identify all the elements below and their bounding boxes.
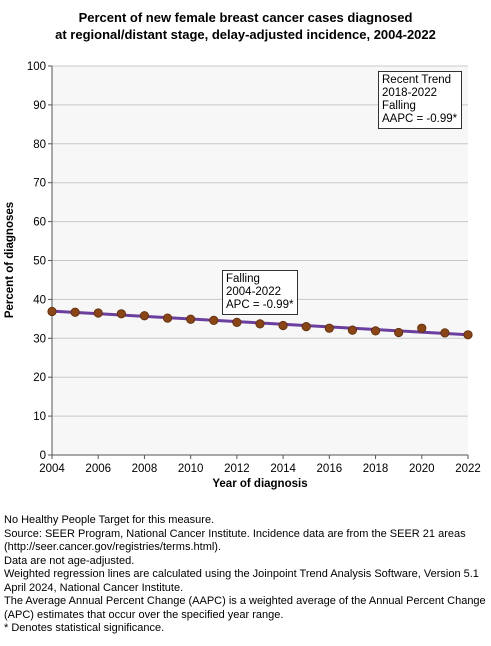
- data-point-2008[interactable]: [139, 311, 150, 321]
- x-axis-label: Year of diagnosis: [212, 478, 307, 490]
- x-tick-labels: 2004 2006 2008 2010 2012 2014 2016 2018 2020 2022: [39, 455, 481, 475]
- y-tick-label-80: 80: [33, 139, 46, 151]
- overall-trend-line-1: Falling: [226, 273, 260, 285]
- y-tick-label-10: 10: [33, 411, 46, 423]
- y-tick-label-90: 90: [33, 100, 46, 112]
- data-point-2011[interactable]: [209, 315, 219, 326]
- y-tick-label-60: 60: [33, 217, 46, 229]
- chart-title-line-1: Percent of new female breast cancer case…: [78, 10, 413, 25]
- footnote-significance: * Denotes statistical significance.: [4, 622, 165, 634]
- data-point-2014[interactable]: [278, 320, 288, 331]
- chart-title: Percent of new female breast cancer case…: [0, 9, 491, 43]
- data-point-2018[interactable]: [370, 326, 381, 336]
- x-tick-label-2018: 2018: [363, 463, 389, 475]
- footnote-regression: Weighted regression lines are calculated…: [4, 568, 479, 594]
- footnote-source: Source: SEER Program, National Cancer In…: [4, 527, 466, 554]
- data-point-2006[interactable]: [93, 308, 103, 318]
- data-point-2022[interactable]: [463, 330, 473, 340]
- y-tick-label-50: 50: [33, 256, 46, 268]
- data-point-2015[interactable]: [301, 322, 311, 332]
- footnotes: No Healthy People Target for this measur…: [4, 514, 488, 636]
- data-point-2007[interactable]: [116, 309, 126, 319]
- x-tick-label-2016: 2016: [317, 463, 343, 475]
- recent-trend-line-1: Recent Trend: [382, 74, 452, 86]
- footnote-age-adjustment: Data are not age-adjusted.: [4, 554, 135, 567]
- data-points: [47, 306, 473, 340]
- footnote-aapc: The Average Annual Percent Change (AAPC)…: [4, 595, 486, 621]
- data-point-2005[interactable]: [70, 307, 80, 317]
- x-tick-label-2006: 2006: [85, 463, 111, 475]
- footnote-healthy-people: No Healthy People Target for this measur…: [4, 514, 215, 526]
- x-tick-label-2010: 2010: [178, 463, 204, 475]
- overall-trend-annotation: Falling 2004-2022 APC = -0.99*: [222, 270, 299, 315]
- recent-trend-line-4: AAPC = -0.99*: [382, 113, 458, 125]
- y-tick-label-100: 100: [27, 61, 46, 73]
- y-tick-label-70: 70: [33, 178, 46, 190]
- chart-title-line-2: at regional/distant stage, delay-adjuste…: [55, 27, 436, 42]
- y-axis-label: Percent of diagnoses: [4, 202, 16, 318]
- y-tick-label-30: 30: [33, 333, 46, 345]
- overall-trend-line-3: APC = -0.99*: [226, 299, 294, 311]
- y-tick-label-20: 20: [33, 372, 46, 384]
- y-tick-labels: 0 10 20 30 40 50 60 70 80 90 100: [27, 61, 52, 462]
- data-point-2012[interactable]: [232, 317, 242, 327]
- data-point-2020[interactable]: [417, 323, 427, 333]
- recent-trend-line-3: Falling: [382, 100, 416, 112]
- x-tick-label-2004: 2004: [39, 463, 65, 475]
- data-point-2021[interactable]: [440, 328, 450, 338]
- data-point-2016[interactable]: [324, 323, 334, 333]
- data-point-2009[interactable]: [162, 313, 173, 323]
- data-point-2004[interactable]: [47, 306, 57, 317]
- y-tick-label-40: 40: [33, 294, 46, 306]
- data-point-2017[interactable]: [347, 325, 358, 335]
- x-tick-label-2022: 2022: [455, 463, 481, 475]
- x-tick-label-2020: 2020: [409, 463, 435, 475]
- overall-trend-line-2: 2004-2022: [226, 286, 281, 298]
- data-point-2010[interactable]: [186, 314, 196, 324]
- recent-trend-line-2: 2018-2022: [382, 87, 437, 99]
- y-tick-label-0: 0: [40, 450, 46, 462]
- data-point-2019[interactable]: [394, 327, 404, 338]
- x-tick-label-2014: 2014: [270, 463, 296, 475]
- x-tick-label-2008: 2008: [132, 463, 158, 475]
- x-tick-label-2012: 2012: [224, 463, 250, 475]
- data-point-2013[interactable]: [255, 319, 265, 329]
- recent-trend-annotation: Recent Trend 2018-2022 Falling AAPC = -0…: [378, 71, 463, 129]
